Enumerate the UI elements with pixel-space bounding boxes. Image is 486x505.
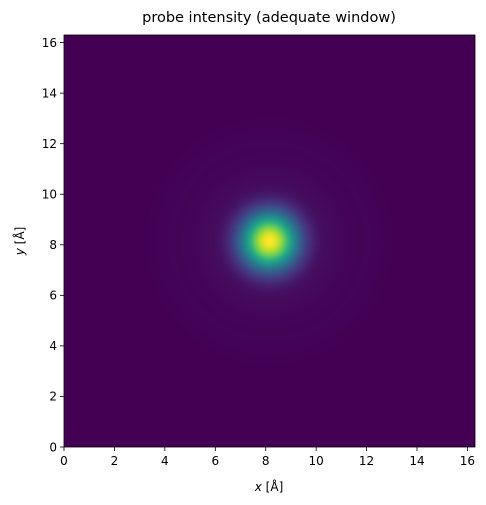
y-axis-label: y [Å] [12,227,27,257]
x-tick-label: 12 [359,454,374,468]
y-tick-label: 2 [49,390,57,404]
x-axis-label-var: x [254,480,263,494]
y-axis-label-var: y [13,247,27,256]
y-tick-label: 14 [42,86,57,100]
x-tick-label: 2 [111,454,119,468]
y-tick-label: 8 [49,238,57,252]
y-axis: 0 2 4 6 8 10 12 14 16 [42,36,64,454]
heatmap-image [64,35,475,447]
x-tick-label: 0 [60,454,68,468]
x-tick-label: 8 [262,454,270,468]
plot-area [63,34,476,448]
y-axis-label-unit: [Å] [12,227,27,248]
y-tick-label: 6 [49,289,57,303]
x-axis: 0 2 4 6 8 10 12 14 16 [60,447,475,468]
y-tick-label: 0 [49,440,57,454]
y-tick-label: 4 [49,339,57,353]
x-tick-label: 14 [409,454,424,468]
plot-frame [63,34,476,448]
x-tick-label: 4 [161,454,169,468]
chart-title: probe intensity (adequate window) [142,10,396,26]
x-tick-label: 10 [309,454,324,468]
y-tick-label: 12 [42,137,57,151]
y-tick-label: 16 [42,36,57,50]
x-tick-label: 16 [460,454,475,468]
x-axis-label-unit: [Å] [262,479,283,494]
x-axis-label: x [Å] [254,479,284,494]
y-tick-label: 10 [42,188,57,202]
x-tick-label: 6 [211,454,219,468]
